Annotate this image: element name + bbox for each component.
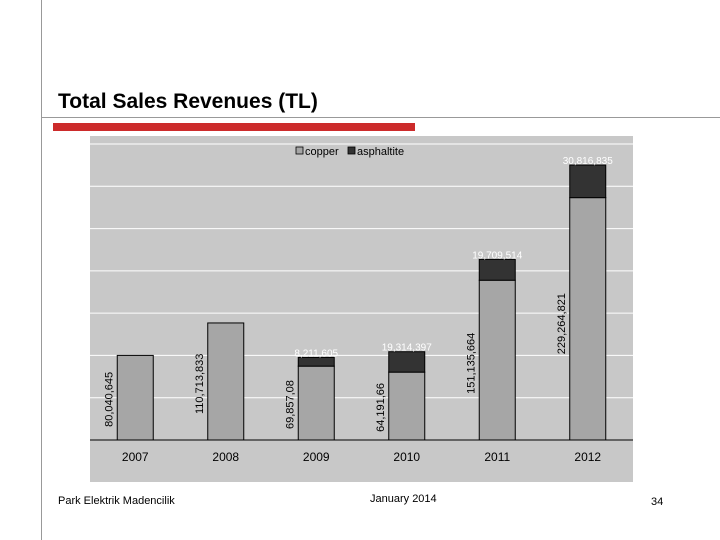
bar-layer <box>116 164 607 441</box>
footer-date: January 2014 <box>370 493 437 505</box>
x-tick-label-2007: 2007 <box>122 450 149 464</box>
grid-layer <box>90 143 633 399</box>
data-label-asphaltite-2012: 30,816,835 <box>563 156 613 167</box>
bar-copper-2012 <box>569 197 607 441</box>
title-accent-bar <box>53 123 415 131</box>
x-tick-label-2010: 2010 <box>393 450 420 464</box>
bar-asphaltite-2009 <box>297 356 335 367</box>
x-tick-label-2008: 2008 <box>212 450 239 464</box>
data-label-copper-2011: 151,135,664 <box>465 333 477 394</box>
legend: copper asphaltite <box>295 146 404 158</box>
page-title: Total Sales Revenues (TL) <box>58 90 318 113</box>
data-label-copper-2008: 110,713,833 <box>194 354 206 414</box>
data-label-copper-2012: 229,264,821 <box>556 293 568 354</box>
bar-copper-2008 <box>207 322 245 441</box>
legend-label-copper: copper <box>305 146 339 158</box>
data-label-copper-2007: 80,040,645 <box>103 372 115 427</box>
legend-swatch-asphaltite <box>347 146 356 155</box>
data-label-copper-2009: 69,857,08 <box>284 380 296 429</box>
x-tick-label-2011: 2011 <box>484 450 510 464</box>
data-label-copper-2010: 64,191,66 <box>375 383 387 432</box>
frame-left-line <box>41 0 42 540</box>
bar-copper-2009 <box>297 365 335 441</box>
bar-asphaltite-2012 <box>569 164 607 199</box>
label-layer: 80,040,645 110,713,833 69,857,08 8,211,605 6… <box>103 156 613 432</box>
data-label-asphaltite-2010: 19,314,397 <box>382 343 432 354</box>
bar-asphaltite-2010 <box>388 351 426 373</box>
bar-asphaltite-2011 <box>478 258 516 281</box>
legend-swatch-copper <box>295 146 304 155</box>
data-label-asphaltite-2009: 8,211,605 <box>294 348 338 359</box>
page-number: 34 <box>651 496 664 508</box>
legend-label-asphaltite: asphaltite <box>357 146 404 158</box>
x-tick-label-2009: 2009 <box>303 450 330 464</box>
axis-layer: 2007 2008 2009 2010 2011 2012 <box>90 439 633 464</box>
data-label-asphaltite-2011: 19,709,514 <box>472 250 522 261</box>
footer-company: Park Elektrik Madencilik <box>58 495 175 507</box>
frame-top-line <box>41 117 720 118</box>
bar-copper-2010 <box>388 371 426 441</box>
bar-copper-2007 <box>116 354 154 441</box>
x-tick-label-2012: 2012 <box>574 450 601 464</box>
bar-copper-2011 <box>478 279 516 441</box>
chart-panel <box>90 136 633 482</box>
